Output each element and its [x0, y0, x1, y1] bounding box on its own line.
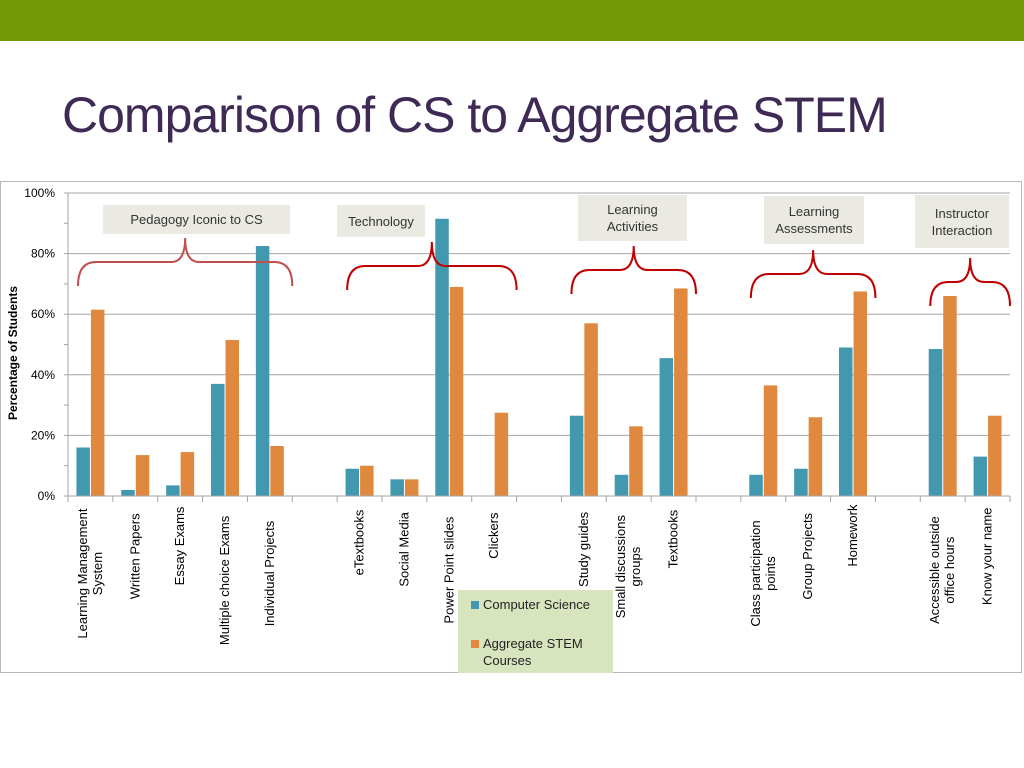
bar-cs: [794, 468, 808, 496]
bar-cs: [255, 246, 270, 496]
x-tick-label: Essay Exams: [172, 506, 187, 585]
annotation-learning-assessments: Learning Assessments: [764, 196, 864, 244]
bar-cs: [839, 347, 853, 496]
annotation-technology: Technology: [337, 205, 425, 237]
x-tick-label: Written Papers: [127, 513, 142, 599]
annotation-learning-activities: Learning Activities: [578, 195, 687, 241]
y-axis-label: Percentage of Students: [6, 286, 20, 420]
bar-cs: [749, 474, 763, 496]
x-tick-label: Small discussionsgroups: [613, 514, 643, 618]
bar-stem: [494, 412, 509, 496]
bar-cs: [435, 218, 449, 496]
x-tick-label: Individual Projects: [262, 520, 277, 626]
x-tick-label: Learning ManagementSystem: [75, 508, 105, 638]
group-brace: [570, 245, 697, 295]
annotation-pedagogy: Pedagogy Iconic to CS: [103, 205, 290, 234]
legend-label: Aggregate STEM Courses: [483, 636, 583, 668]
axes: 0% 20% 40% 60% 80% 100% Learning ManagementSys…: [24, 186, 1011, 645]
x-tick-label: Homework: [845, 504, 860, 567]
bar-stem: [449, 286, 464, 496]
bar-stem: [360, 465, 374, 496]
chart-legend: Computer Science Aggregate STEM Courses: [458, 590, 613, 673]
annotation-label: Technology: [348, 213, 414, 229]
legend-swatch-stem: [471, 640, 479, 648]
gridlines: [68, 192, 1010, 497]
legend-item-cs: Computer Science: [471, 596, 590, 613]
y-tick-label: 0%: [38, 489, 56, 503]
x-tick-label: Clickers: [486, 512, 501, 559]
bar-stem: [270, 446, 284, 496]
annotation-label: Pedagogy Iconic to CS: [130, 212, 263, 227]
bar-stem: [674, 288, 688, 496]
y-tick-label: 20%: [31, 428, 55, 442]
x-tick-label: Class participationpoints: [748, 520, 778, 626]
bar-cs: [345, 468, 360, 496]
legend-swatch-cs: [471, 601, 479, 609]
y-tick-label: 100%: [24, 186, 55, 200]
bar-stem: [853, 291, 867, 496]
group-brace: [77, 237, 294, 287]
bar-stem: [90, 309, 105, 496]
slide-title: Comparison of CS to Aggregate STEM: [62, 87, 888, 143]
annotation-label: Instructor Interaction: [931, 205, 993, 238]
bar-stem: [404, 479, 419, 496]
x-tick-label: Accessible outsideoffice hours: [927, 516, 957, 624]
annotation-instructor-interaction: Instructor Interaction: [915, 195, 1009, 248]
bar-stem: [808, 417, 823, 496]
bar-stem: [584, 323, 598, 496]
y-tick-label: 80%: [31, 247, 55, 261]
x-tick-label: Social Media: [396, 511, 411, 586]
bars: [76, 218, 1002, 496]
bar-cs: [569, 415, 584, 496]
bar-cs: [76, 447, 90, 496]
bar-stem: [629, 426, 643, 496]
x-tick-label: Study guides: [576, 511, 591, 587]
bar-stem: [943, 296, 957, 496]
legend-label: Computer Science: [483, 597, 590, 612]
bar-cs: [121, 489, 135, 496]
group-brace: [749, 249, 877, 299]
y-tick-label: 60%: [31, 307, 55, 321]
x-tick-label: Know your name: [980, 508, 995, 606]
annotation-label: Learning Assessments: [775, 204, 853, 236]
bar-cs: [166, 485, 180, 496]
x-tick-label: Textbooks: [666, 509, 681, 568]
x-tick-label: Power Point slides: [441, 516, 456, 623]
annotation-label: Learning Activities: [606, 202, 659, 234]
legend-item-stem: Aggregate STEM Courses: [471, 635, 591, 669]
top-accent-bar: [0, 0, 1024, 41]
bar-stem: [763, 385, 778, 496]
y-tick-label: 40%: [31, 368, 55, 382]
bar-stem: [135, 455, 150, 496]
bar-cs: [390, 479, 404, 496]
x-tick-label: Group Projects: [800, 512, 815, 599]
group-brace: [346, 241, 518, 291]
group-braces: [77, 237, 1011, 307]
bar-stem: [988, 415, 1002, 496]
bar-cs: [211, 383, 225, 496]
x-tick-label: eTextbooks: [352, 509, 367, 575]
bar-cs: [614, 474, 629, 496]
bar-cs: [659, 358, 674, 496]
group-brace: [929, 257, 1011, 307]
x-tick-label: Multiple choice Exams: [217, 515, 232, 645]
bar-cs: [973, 456, 988, 496]
bar-stem: [225, 339, 239, 496]
bar-cs: [928, 349, 943, 496]
bar-stem: [180, 452, 195, 496]
